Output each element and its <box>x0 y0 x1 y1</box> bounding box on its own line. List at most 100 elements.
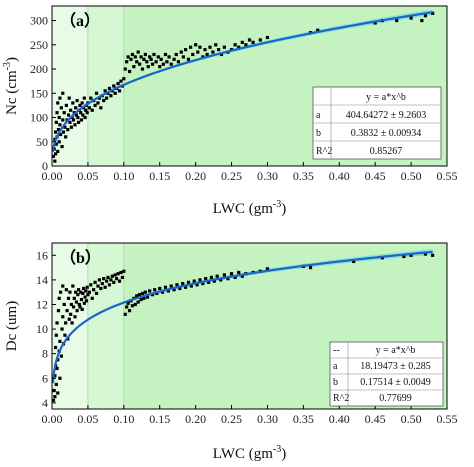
x-tick-label: 0.15 <box>149 169 170 183</box>
data-point <box>106 275 110 280</box>
x-tick-label: 0.50 <box>401 412 422 426</box>
data-point <box>244 43 248 47</box>
data-point <box>53 130 58 134</box>
fit-param-label: R^2 <box>316 146 332 157</box>
data-point <box>195 283 199 287</box>
data-point <box>142 296 146 300</box>
data-point <box>240 274 244 278</box>
data-point <box>161 290 165 294</box>
data-point <box>82 96 86 100</box>
x-tick-label: 0.10 <box>113 412 134 426</box>
data-point <box>71 284 75 288</box>
data-point <box>143 290 147 294</box>
data-point <box>100 281 104 286</box>
data-point <box>53 152 58 156</box>
data-point <box>139 55 143 59</box>
y-tick-label: 200 <box>30 62 48 76</box>
data-point <box>120 275 124 280</box>
fit-param-label: b <box>316 128 321 139</box>
data-point <box>80 307 84 311</box>
data-point <box>222 273 226 277</box>
y-tick-label: 300 <box>30 14 48 28</box>
fit-param-label: a <box>316 110 321 121</box>
data-point <box>189 284 193 288</box>
data-point <box>82 286 86 291</box>
data-point <box>59 354 63 358</box>
data-point <box>133 302 137 307</box>
data-point <box>94 291 99 296</box>
data-point <box>67 317 71 321</box>
data-point <box>53 395 57 399</box>
data-point <box>217 48 221 52</box>
data-point <box>158 65 162 69</box>
data-point <box>97 278 101 282</box>
fit-curve <box>51 11 433 153</box>
band-0-005 <box>52 6 88 166</box>
data-point <box>148 55 152 59</box>
data-point <box>316 28 320 32</box>
data-point <box>56 391 60 395</box>
data-point <box>145 60 149 64</box>
data-point <box>136 300 140 304</box>
data-point <box>206 280 211 284</box>
data-point <box>409 16 413 20</box>
data-point <box>69 302 73 307</box>
y-tick-label: 10 <box>36 322 48 336</box>
data-point <box>58 376 62 380</box>
x-axis-label: LWC (gm-3) <box>213 444 286 462</box>
data-point <box>352 259 356 264</box>
x-tick-label: 0.00 <box>42 412 63 426</box>
data-point <box>409 253 413 257</box>
data-point <box>104 279 109 283</box>
data-point <box>72 296 76 300</box>
data-point <box>153 288 157 292</box>
data-point <box>138 62 142 66</box>
data-point <box>79 297 84 302</box>
data-point <box>59 290 63 294</box>
data-point <box>158 286 162 291</box>
data-point <box>64 103 68 107</box>
data-point <box>140 291 145 296</box>
x-tick-label: 0.40 <box>329 412 350 426</box>
data-point <box>215 274 219 278</box>
data-point <box>123 67 127 71</box>
data-point <box>212 279 216 283</box>
data-point <box>222 45 226 49</box>
x-tick-label: 0.45 <box>365 412 386 426</box>
data-point <box>258 38 262 42</box>
data-point <box>265 35 270 40</box>
data-point <box>57 140 61 144</box>
data-point <box>237 270 241 275</box>
data-point <box>176 60 180 64</box>
data-point <box>233 275 237 280</box>
y-tick-label: 50 <box>36 135 48 149</box>
data-point <box>138 293 142 297</box>
data-point <box>219 52 224 57</box>
fit-param-value: 0.17514 ± 0.0049 <box>360 377 431 388</box>
data-point <box>74 300 79 304</box>
data-point <box>55 111 59 115</box>
x-tick-label: 0.00 <box>42 169 63 183</box>
data-point <box>56 101 60 105</box>
data-point <box>201 55 205 59</box>
data-point <box>208 45 212 49</box>
data-point <box>179 50 183 54</box>
data-point <box>79 118 84 122</box>
data-point <box>62 111 66 115</box>
y-tick-label: 12 <box>36 297 48 311</box>
x-tick-label: 0.25 <box>221 169 242 183</box>
data-point <box>175 283 179 287</box>
data-point <box>84 108 88 112</box>
data-point <box>71 305 76 309</box>
data-point <box>85 285 89 289</box>
y-axis-label: Nc (cm-3) <box>2 57 20 115</box>
fit-curve <box>51 250 433 384</box>
data-point <box>163 285 168 289</box>
data-point <box>59 106 63 110</box>
data-point <box>94 91 99 95</box>
data-point <box>127 69 132 74</box>
panel-label: （b） <box>60 249 101 267</box>
data-point <box>431 253 435 257</box>
fit-param-label: b <box>333 377 338 388</box>
